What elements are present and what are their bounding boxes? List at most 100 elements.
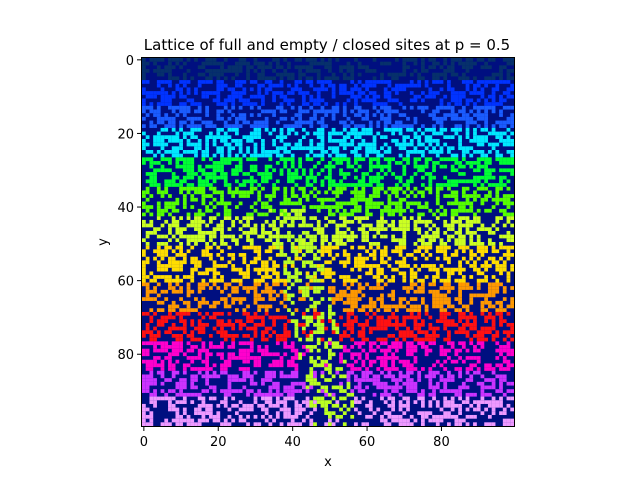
lattice-site [175, 414, 180, 419]
lattice-site [142, 352, 146, 357]
lattice-site [328, 164, 332, 169]
lattice-site [335, 253, 340, 257]
lattice-site [380, 418, 384, 423]
lattice-site [506, 330, 511, 335]
lattice-site [238, 400, 243, 404]
lattice-site [298, 87, 303, 92]
lattice-site [301, 72, 306, 77]
lattice-site [458, 326, 462, 331]
lattice-site [450, 396, 455, 401]
lattice-site [316, 322, 321, 327]
lattice-site [242, 322, 247, 327]
lattice-site [413, 83, 418, 88]
lattice-site [458, 179, 462, 184]
lattice-site [398, 175, 403, 180]
lattice-site [417, 330, 422, 335]
lattice-site [182, 319, 187, 324]
lattice-site [320, 146, 325, 151]
lattice-site [324, 422, 329, 427]
lattice-site [220, 389, 224, 393]
lattice-site [272, 190, 276, 195]
lattice-site [465, 282, 470, 287]
lattice-site [208, 72, 213, 77]
lattice-site [227, 334, 232, 338]
lattice-site [186, 58, 191, 62]
lattice-site [350, 150, 355, 154]
lattice-site [305, 58, 310, 62]
lattice-site [223, 422, 228, 427]
lattice-site [380, 267, 384, 272]
lattice-site [182, 205, 187, 209]
lattice-site [257, 359, 262, 364]
lattice-site [283, 186, 288, 191]
lattice-site [301, 91, 306, 95]
lattice-site [458, 286, 462, 290]
lattice-site [268, 80, 273, 84]
lattice-site [357, 308, 362, 312]
lattice-site [212, 396, 217, 401]
lattice-site [283, 253, 288, 257]
lattice-site [406, 127, 410, 132]
lattice-site [339, 201, 343, 206]
lattice-site [435, 227, 440, 232]
lattice-site [287, 172, 291, 176]
lattice-site [253, 400, 258, 404]
lattice-site [246, 334, 250, 338]
lattice-site [499, 69, 503, 73]
lattice-site [261, 179, 265, 184]
lattice-site [142, 278, 146, 283]
lattice-site [357, 267, 362, 272]
lattice-site [372, 249, 377, 254]
lattice-site [406, 150, 410, 154]
lattice-site [473, 422, 477, 427]
lattice-site [179, 65, 183, 70]
lattice-site [238, 69, 243, 73]
lattice-site [354, 197, 358, 202]
lattice-site [212, 389, 217, 393]
lattice-site [298, 186, 303, 191]
lattice-site [383, 352, 388, 357]
lattice-site [160, 348, 165, 353]
lattice-site [421, 264, 425, 268]
lattice-site [153, 396, 157, 401]
lattice-site [435, 300, 440, 305]
lattice-site [261, 297, 265, 301]
lattice-site [194, 153, 198, 158]
lattice-site [145, 330, 150, 335]
lattice-site [253, 94, 258, 99]
lattice-site [357, 341, 362, 346]
lattice-site [421, 345, 425, 349]
lattice-site [313, 374, 317, 379]
lattice-site [506, 212, 511, 217]
lattice-site [461, 194, 466, 198]
lattice-site [175, 334, 180, 338]
lattice-site [301, 330, 306, 335]
lattice-site [342, 113, 347, 117]
lattice-site [380, 183, 384, 187]
lattice-site [227, 153, 232, 158]
lattice-site [216, 175, 221, 180]
lattice-site [443, 381, 448, 386]
lattice-site [212, 161, 217, 165]
lattice-site [328, 186, 332, 191]
lattice-site [484, 293, 489, 298]
lattice-site [182, 322, 187, 327]
lattice-site [208, 80, 213, 84]
lattice-site [506, 275, 511, 279]
lattice-site [227, 227, 232, 232]
lattice-site [447, 278, 451, 283]
lattice-site [320, 61, 325, 66]
lattice-site [168, 304, 172, 309]
lattice-site [257, 212, 262, 217]
lattice-site [461, 330, 466, 335]
lattice-site [235, 80, 239, 84]
lattice-site [261, 186, 265, 191]
lattice-site [253, 223, 258, 228]
lattice-site [145, 385, 150, 390]
lattice-site [164, 234, 169, 239]
lattice-site [368, 370, 373, 375]
lattice-site [447, 105, 451, 110]
lattice-site [402, 234, 407, 239]
lattice-site [231, 378, 236, 382]
lattice-site [510, 120, 515, 125]
